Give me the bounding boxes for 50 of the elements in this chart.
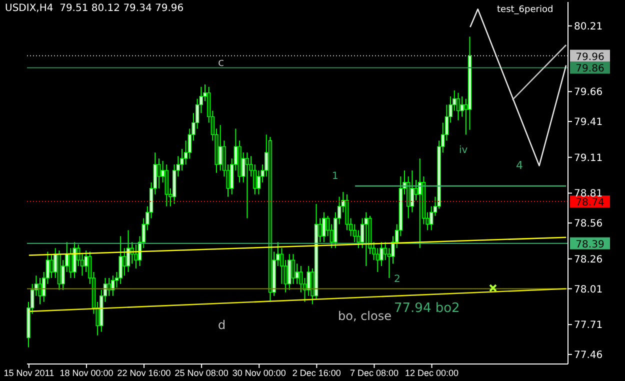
candlestick — [322, 212, 326, 243]
candlestick — [288, 254, 292, 290]
candlestick — [291, 254, 296, 284]
annotation: 2 — [394, 274, 400, 285]
y-tick-label: 78.26 — [574, 254, 603, 266]
annotation: iv — [459, 145, 468, 156]
x-tick-label: 25 Nov 08:00 — [174, 368, 228, 378]
x-tick-label: 18 Nov 00:00 — [60, 368, 114, 378]
x-tick-label: 12 Dec 00:00 — [405, 368, 459, 378]
candlestick — [218, 124, 222, 171]
candlestick — [295, 263, 299, 284]
candlestick — [410, 170, 414, 213]
annotation: 1 — [332, 171, 338, 182]
y-tick-label: 79.66 — [574, 87, 603, 98]
candlestick — [72, 242, 76, 278]
annotation: 4 — [516, 159, 523, 172]
annotation: 77.94 bo2 — [394, 301, 460, 316]
x-tick-label: 22 Nov 16:00 — [117, 368, 171, 378]
candlestick — [456, 92, 460, 121]
candlestick — [157, 158, 161, 189]
annotation: c — [218, 56, 224, 69]
annotation: d — [218, 318, 226, 332]
candlestick — [245, 152, 250, 219]
candlestick — [134, 244, 138, 269]
y-tick-label: 79.11 — [574, 152, 603, 164]
y-tick-label: 80.21 — [574, 21, 603, 32]
ref-line-label: 78.39 — [576, 239, 604, 250]
candlestick — [50, 254, 54, 278]
candlestick — [107, 277, 111, 296]
x-tick-label: 7 Dec 08:00 — [350, 368, 399, 378]
y-tick-label: 77.71 — [574, 320, 603, 332]
annotation: bo, close — [338, 309, 392, 323]
ref-line-label: 79.86 — [576, 64, 604, 75]
x-tick-label: 15 Nov 2011 — [4, 368, 54, 378]
y-tick-label: 78.56 — [574, 218, 603, 230]
annotation: test_6period — [497, 5, 554, 15]
y-tick-label: 78.01 — [574, 284, 603, 296]
ref-line-label: 79.96 — [576, 52, 604, 63]
candlestick — [164, 164, 168, 207]
y-tick-label: 79.41 — [574, 117, 603, 128]
chart-title: USDIX,H4 79.51 80.12 79.34 79.96 — [5, 3, 184, 14]
candlestick — [364, 212, 368, 267]
y-tick-label: 77.46 — [574, 350, 603, 361]
candlestick — [111, 275, 115, 296]
ref-line-label: 78.74 — [576, 198, 604, 209]
x-tick-label: 2 Dec 16:00 — [292, 368, 341, 378]
candlestick — [38, 277, 42, 305]
x-tick-label: 30 Nov 00:00 — [232, 368, 286, 378]
candlestick — [118, 236, 122, 284]
candlestick — [122, 248, 126, 276]
